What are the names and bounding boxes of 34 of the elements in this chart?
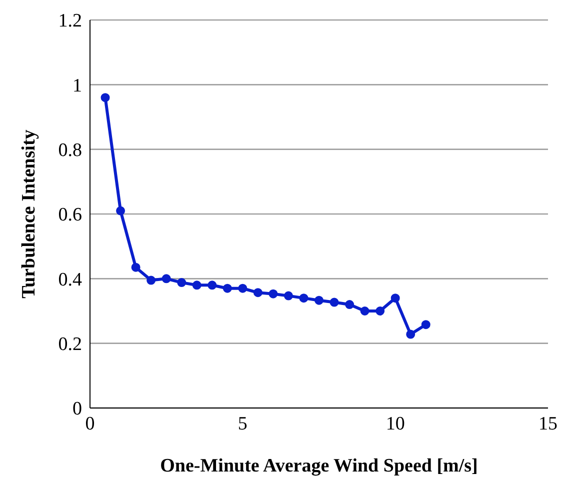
x-axis-title: One-Minute Average Wind Speed [m/s] bbox=[160, 455, 478, 476]
point bbox=[268, 289, 278, 298]
point bbox=[406, 330, 416, 339]
y-tick-label: 0.2 bbox=[58, 334, 82, 356]
x-tick-label: 15 bbox=[538, 413, 558, 434]
point bbox=[360, 306, 370, 316]
y-tick-label: 0 bbox=[72, 398, 82, 420]
point bbox=[299, 294, 308, 303]
point bbox=[131, 262, 140, 272]
x-tick-label: 5 bbox=[238, 413, 248, 434]
point bbox=[390, 294, 400, 303]
y-tick-label: 1 bbox=[72, 75, 82, 96]
point bbox=[146, 276, 156, 285]
y-axis-title: Turbulence Intensity bbox=[18, 129, 40, 298]
point bbox=[116, 206, 126, 216]
point bbox=[177, 278, 186, 288]
point bbox=[284, 291, 293, 300]
y-tick-label: 0.6 bbox=[58, 204, 82, 226]
point bbox=[192, 280, 202, 290]
point bbox=[330, 298, 339, 307]
point bbox=[253, 288, 262, 298]
point bbox=[238, 284, 248, 293]
point bbox=[208, 280, 217, 290]
point bbox=[100, 93, 110, 102]
x-tick-label: 10 bbox=[386, 413, 405, 434]
point bbox=[421, 320, 430, 330]
point bbox=[345, 300, 354, 310]
y-tick-label: 0.4 bbox=[58, 269, 82, 290]
y-tick-label: 0.8 bbox=[58, 140, 82, 162]
y-tick-label: 1.2 bbox=[58, 10, 82, 32]
point bbox=[162, 274, 171, 284]
point bbox=[314, 296, 324, 305]
point bbox=[222, 284, 232, 293]
point bbox=[376, 306, 385, 316]
